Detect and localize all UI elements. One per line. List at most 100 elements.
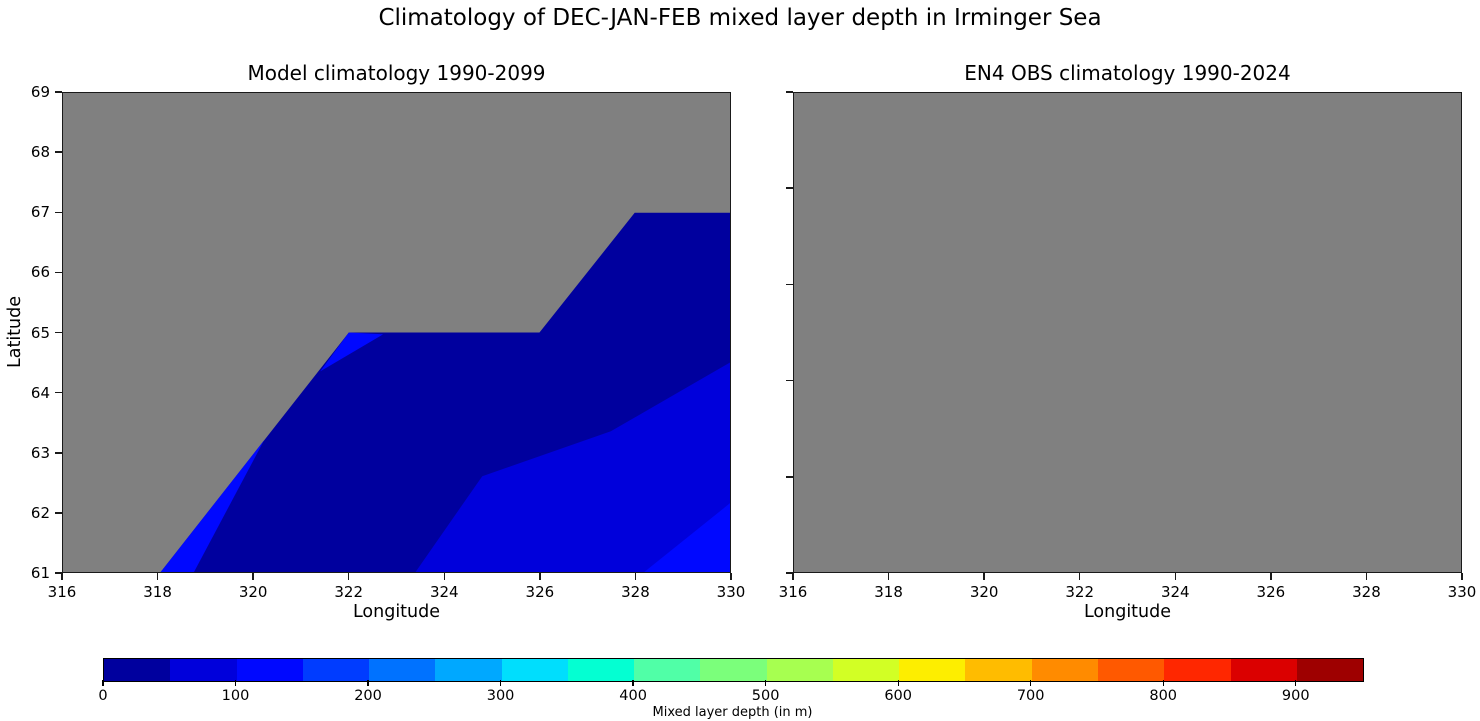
model-panel-title: Model climatology 1990-2099 (247, 61, 546, 85)
colorbar-segment-300-350 (501, 659, 568, 681)
x-tick-mark (539, 573, 541, 580)
x-tick-mark (61, 573, 63, 580)
colorbar-tick-label: 500 (751, 688, 780, 704)
model-contour-svg (160, 212, 730, 572)
obs-contour-svg (794, 93, 1461, 572)
x-tick-label: 320 (969, 583, 999, 601)
y-tick-mark (55, 391, 62, 394)
y-tick-mark (786, 91, 793, 93)
colorbar-segment-900-950 (1296, 659, 1364, 681)
colorbar-tick-mark (1162, 680, 1164, 686)
y-tick-mark (55, 331, 62, 334)
colorbar-tick-mark (499, 680, 502, 686)
x-tick-label: 320 (238, 583, 268, 601)
model-climatology-panel: Model climatology 1990-2099 Latitude Lon… (5, 61, 745, 622)
obs-x-axis-label: Longitude (1083, 602, 1172, 622)
y-tick-label: 68 (30, 143, 50, 162)
colorbar-segment-600-650 (899, 659, 966, 681)
y-tick-mark (55, 271, 62, 274)
colorbar-segment-550-600 (832, 659, 900, 681)
colorbar-segment-250-300 (435, 659, 502, 681)
x-tick-mark (792, 573, 794, 580)
x-tick-label: 322 (334, 583, 364, 601)
obs-plot-area (793, 92, 1462, 573)
y-tick-label: 69 (30, 83, 50, 101)
colorbar-tick-label: 100 (221, 688, 250, 704)
colorbar-segment-650-700 (965, 659, 1032, 681)
x-tick-label: 328 (1352, 583, 1381, 601)
colorbar-segment-100-150 (236, 659, 303, 681)
x-tick-label: 330 (716, 583, 746, 601)
x-tick-mark (983, 573, 985, 580)
y-tick-mark (786, 476, 793, 478)
colorbar-tick-mark (234, 680, 237, 686)
colorbar-segment-350-400 (567, 659, 635, 681)
colorbar-segment-800-850 (1164, 659, 1231, 681)
colorbar-gradient (103, 658, 1364, 682)
y-tick-label: 65 (30, 323, 50, 342)
model-plot-area (62, 92, 731, 573)
colorbar-tick-label: 0 (98, 688, 108, 704)
x-tick-label: 316 (778, 583, 808, 601)
y-tick-label: 66 (30, 263, 50, 282)
colorbar-segment-50-100 (170, 659, 237, 681)
x-tick-mark (887, 573, 890, 580)
colorbar-segment-0-50 (104, 659, 171, 681)
colorbar-tick-label: 800 (1149, 688, 1178, 704)
x-tick-mark (730, 573, 732, 580)
x-tick-label: 318 (143, 583, 172, 601)
x-tick-label: 330 (1447, 583, 1477, 601)
x-tick-mark (1270, 573, 1272, 580)
contour-band-100-150m (320, 332, 384, 372)
y-tick-mark (786, 379, 793, 382)
y-tick-mark (786, 572, 793, 574)
colorbar-label: Mixed layer depth (in m) (652, 705, 813, 720)
obs-climatology-panel: EN4 OBS climatology 1990-2024 Longitude … (779, 61, 1477, 622)
y-tick-mark (786, 187, 793, 189)
colorbar-segment-750-800 (1097, 659, 1165, 681)
contour-band-50-100m (415, 362, 730, 572)
model-x-axis-label: Longitude (352, 602, 441, 622)
colorbar-segment-700-750 (1031, 659, 1098, 681)
colorbar-tick-label: 400 (619, 688, 647, 704)
colorbar-tick-mark (102, 680, 104, 686)
x-tick-label: 318 (874, 583, 903, 601)
x-tick-mark (1461, 573, 1463, 580)
x-tick-mark (252, 573, 254, 580)
colorbar: Mixed layer depth (in m) 0 100 200 300 400 50… (98, 658, 1364, 720)
y-tick-label: 67 (30, 203, 50, 222)
y-tick-mark (55, 211, 62, 213)
x-tick-label: 322 (1065, 583, 1095, 601)
x-tick-mark (1174, 573, 1177, 580)
colorbar-tick-mark (897, 680, 899, 686)
y-tick-label: 63 (30, 443, 50, 462)
colorbar-tick-mark (1295, 680, 1297, 686)
colorbar-tick-mark (367, 680, 369, 686)
colorbar-segment-150-200 (302, 659, 370, 681)
figure-title: Climatology of DEC-JAN-FEB mixed layer d… (378, 5, 1102, 31)
x-tick-label: 324 (429, 583, 459, 601)
x-tick-mark (156, 573, 159, 580)
y-tick-mark (55, 452, 62, 454)
colorbar-segment-450-500 (700, 659, 767, 681)
colorbar-tick-label: 700 (1016, 688, 1045, 704)
colorbar-tick-mark (632, 680, 634, 686)
colorbar-tick-label: 600 (884, 688, 912, 704)
x-tick-label: 326 (525, 583, 555, 601)
colorbar-tick-mark (764, 680, 767, 686)
x-tick-label: 324 (1160, 583, 1190, 601)
colorbar-segment-400-450 (634, 659, 701, 681)
y-tick-label: 61 (30, 564, 50, 582)
y-tick-mark (55, 91, 62, 93)
colorbar-segment-200-250 (369, 659, 436, 681)
x-tick-mark (347, 573, 350, 580)
colorbar-segment-850-900 (1230, 659, 1297, 681)
x-tick-mark (1365, 573, 1368, 580)
y-tick-mark (786, 283, 793, 286)
x-tick-mark (443, 573, 446, 580)
x-tick-mark (634, 573, 637, 580)
colorbar-tick-label: 200 (354, 688, 382, 704)
y-tick-mark (55, 151, 62, 153)
colorbar-segment-500-550 (766, 659, 833, 681)
